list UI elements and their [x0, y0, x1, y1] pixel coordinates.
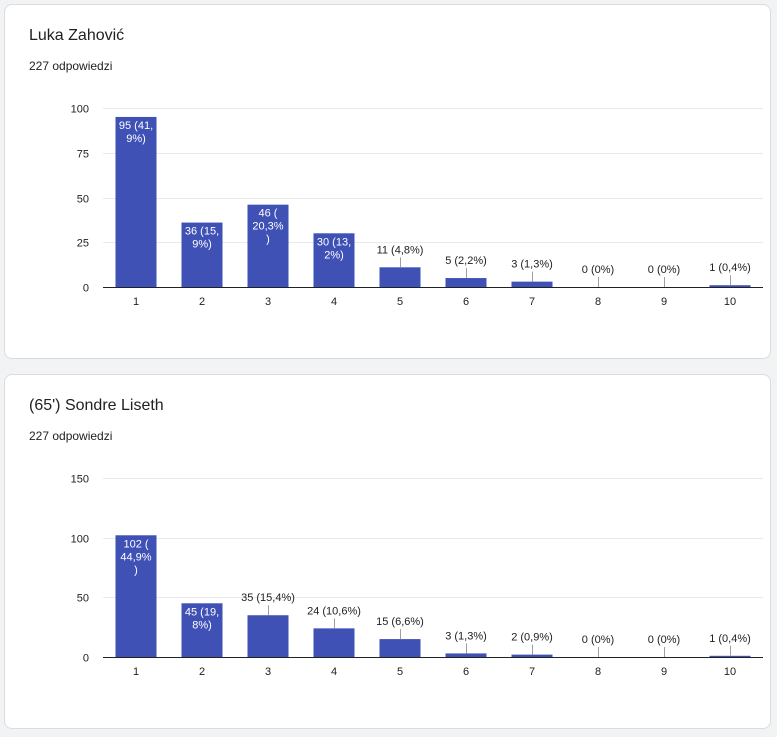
question-card-2: (65') Sondre Liseth 227 odpowiedzi 0 50 10…	[4, 374, 771, 729]
data-label: 3 (1,3%)	[445, 630, 487, 642]
bar[interactable]	[709, 285, 751, 287]
data-label: 44,9%	[120, 551, 151, 563]
data-label: 11 (4,8%)	[377, 244, 424, 256]
y-tick-label: 50	[77, 593, 89, 605]
data-label: )	[266, 234, 270, 246]
bar[interactable]	[445, 653, 487, 657]
x-tick-label: 7	[529, 296, 535, 308]
bar[interactable]	[379, 639, 421, 657]
x-tick-label: 10	[724, 666, 736, 678]
data-label: 0 (0%)	[648, 634, 680, 646]
x-tick-label: 1	[133, 296, 139, 308]
x-tick-label: 1	[133, 666, 139, 678]
data-label: 0 (0%)	[582, 264, 614, 276]
question-title: (65') Sondre Liseth	[29, 397, 164, 414]
data-label: 0 (0%)	[648, 264, 680, 276]
bar[interactable]	[247, 204, 289, 287]
x-tick-label: 6	[463, 666, 469, 678]
data-label: 3 (1,3%)	[511, 259, 553, 271]
data-label: 24 (10,6%)	[307, 605, 361, 617]
y-tick-label: 50	[77, 194, 89, 206]
data-label: 102 (	[123, 538, 148, 550]
y-tick-label: 75	[77, 149, 89, 161]
response-count: 227 odpowiedzi	[29, 59, 113, 73]
y-tick-label: 25	[77, 238, 89, 250]
data-label: 9%)	[126, 133, 146, 145]
x-tick-label: 8	[595, 296, 601, 308]
x-tick-label: 9	[661, 666, 667, 678]
bar[interactable]	[115, 116, 157, 287]
x-tick-label: 2	[199, 296, 205, 308]
bar[interactable]	[445, 278, 487, 287]
bar[interactable]	[709, 655, 751, 657]
x-tick-label: 5	[397, 296, 403, 308]
y-tick-label: 100	[71, 534, 89, 546]
data-label: 0 (0%)	[582, 634, 614, 646]
data-label: 1 (0,4%)	[709, 633, 751, 645]
x-tick-label: 8	[595, 666, 601, 678]
x-tick-label: 5	[397, 666, 403, 678]
y-tick-label: 0	[83, 283, 89, 295]
question-card-1: Luka Zahović 227 odpowiedzi 0 25 50 75 100 1 9…	[4, 4, 771, 359]
bar[interactable]	[313, 628, 355, 657]
data-label: 46 (	[259, 208, 278, 220]
x-tick-label: 4	[331, 296, 337, 308]
bar[interactable]	[313, 233, 355, 287]
x-tick-label: 9	[661, 296, 667, 308]
y-tick-label: 100	[71, 104, 89, 116]
bar[interactable]	[181, 222, 223, 287]
bar[interactable]	[511, 281, 553, 287]
x-tick-label: 3	[265, 296, 271, 308]
bar[interactable]	[181, 603, 223, 657]
data-label: 45 (19,	[185, 606, 219, 618]
bar[interactable]	[247, 615, 289, 657]
x-tick-label: 7	[529, 666, 535, 678]
data-label: 95 (41,	[119, 120, 153, 132]
response-count: 227 odpowiedzi	[29, 429, 113, 443]
data-label: 2%)	[324, 249, 344, 261]
question-title: Luka Zahović	[29, 27, 125, 44]
data-label: 9%)	[192, 239, 212, 251]
x-tick-label: 4	[331, 666, 337, 678]
data-label: 20,3%	[252, 221, 283, 233]
data-label: )	[134, 564, 138, 576]
bar-chart: 0 50 100 150 1 102 (44,9%) 2 45 (19,8%) 3 35 (15,…	[71, 474, 763, 678]
data-label: 8%)	[192, 619, 212, 631]
bar[interactable]	[115, 535, 157, 657]
x-tick-label: 6	[463, 296, 469, 308]
data-label: 1 (0,4%)	[709, 262, 751, 274]
bar[interactable]	[511, 654, 553, 657]
x-tick-label: 2	[199, 666, 205, 678]
data-label: 2 (0,9%)	[511, 632, 553, 644]
y-tick-label: 150	[71, 474, 89, 486]
data-label: 36 (15,	[185, 226, 219, 238]
x-tick-label: 3	[265, 666, 271, 678]
bar[interactable]	[379, 267, 421, 287]
y-tick-label: 0	[83, 653, 89, 665]
data-label: 5 (2,2%)	[445, 255, 487, 267]
x-tick-label: 10	[724, 296, 736, 308]
data-label: 30 (13,	[317, 236, 351, 248]
data-label: 15 (6,6%)	[376, 616, 424, 628]
data-label: 35 (15,4%)	[241, 592, 295, 604]
